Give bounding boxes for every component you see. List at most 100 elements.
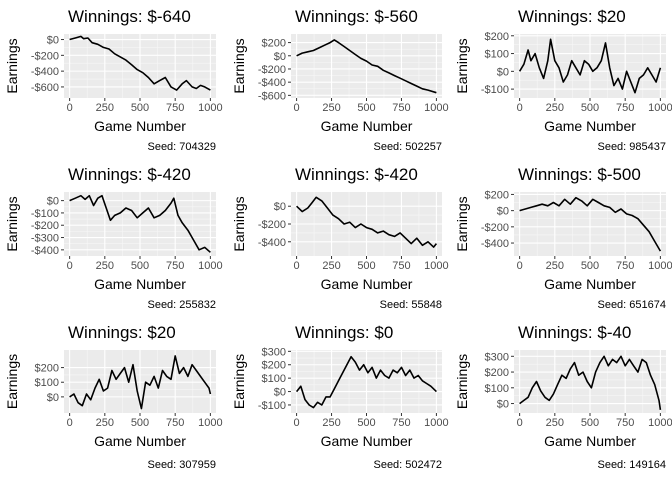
seed-caption: Seed: 149164 (597, 459, 666, 471)
x-tick-label: 250 (96, 102, 114, 114)
x-tick-label: 500 (581, 260, 599, 272)
seed-caption: Seed: 651674 (597, 299, 666, 311)
x-tick-label: 250 (322, 417, 340, 429)
y-tick-label: -$200 (31, 50, 59, 62)
y-tick-label: -$600 (31, 82, 59, 94)
y-axis-title: Earnings (454, 196, 470, 251)
y-tick-label: -$400 (481, 238, 509, 250)
x-tick-label: 250 (96, 417, 114, 429)
x-tick-label: 1000 (424, 102, 448, 114)
chart-panel: 0 250 500 750 1000 $300 $200$100 $0-$100 Winning… (231, 323, 449, 471)
chart-panel: 0 250 500 750 1000 $0 -$200 -$400 Winnings: $-42… (231, 165, 449, 311)
y-tick-label: -$400 (31, 245, 59, 257)
y-tick-label: $300 (262, 346, 286, 358)
y-tick-label: $0 (274, 201, 286, 213)
y-tick-label: -$200 (31, 220, 59, 232)
y-tick-label: -$400 (31, 66, 59, 78)
x-tick-label: 500 (581, 102, 599, 114)
y-axis-title: Earnings (231, 196, 247, 251)
panel-title: Winnings: $20 (68, 323, 176, 342)
x-tick-label: 0 (517, 417, 523, 429)
x-axis-title: Game Number (94, 433, 186, 449)
x-tick-label: 250 (96, 260, 114, 272)
panel-title: Winnings: $-420 (68, 165, 191, 184)
x-tick-label: 1000 (198, 417, 222, 429)
x-tick-label: 750 (166, 102, 184, 114)
x-axis-title: Game Number (321, 276, 413, 292)
x-tick-label: 250 (546, 102, 564, 114)
y-tick-label: $0 (497, 66, 509, 78)
x-tick-label: 0 (294, 260, 300, 272)
x-tick-label: 500 (131, 102, 149, 114)
x-tick-label: 0 (517, 102, 523, 114)
y-tick-label: $200 (35, 363, 59, 375)
x-axis-title: Game Number (544, 118, 636, 134)
x-tick-label: 500 (131, 260, 149, 272)
x-tick-label: 1000 (648, 417, 672, 429)
x-tick-label: 250 (546, 260, 564, 272)
x-axis-title: Game Number (94, 118, 186, 134)
x-tick-label: 500 (357, 260, 375, 272)
x-tick-label: 0 (517, 260, 523, 272)
y-tick-label: $200 (262, 38, 286, 50)
x-tick-label: 500 (357, 102, 375, 114)
seed-caption: Seed: 704329 (147, 141, 216, 153)
chart-panel: 0 250 500 750 1000 $200 $100 $0 Winnings: $20 Gam… (4, 323, 223, 471)
earnings-line (296, 39, 437, 94)
y-tick-label: $100 (35, 377, 59, 389)
panel-title: Winnings: $-560 (295, 7, 418, 26)
x-tick-label: 500 (357, 417, 375, 429)
x-tick-label: 500 (131, 417, 149, 429)
earnings-line (69, 35, 211, 91)
chart-panel: 0 250 500 750 1000 $200$0-$200-$400-$600 Winni… (231, 7, 449, 153)
y-tick-label: -$100 (481, 84, 509, 96)
earnings-line (295, 355, 437, 409)
seed-caption: Seed: 985437 (597, 141, 666, 153)
y-tick-label: -$300 (31, 233, 59, 245)
y-tick-label: $100 (262, 373, 286, 385)
earnings-line (518, 38, 662, 94)
x-tick-label: 1000 (648, 102, 672, 114)
y-axis-title: Earnings (4, 354, 20, 409)
y-tick-label: $0 (47, 392, 59, 404)
earnings-line (69, 355, 212, 410)
x-tick-label: 250 (546, 417, 564, 429)
y-tick-label: -$100 (258, 400, 286, 412)
chart-panel: 0 250 500 750 1000 $0-$100-$200-$300-$400 Winn… (4, 165, 223, 311)
x-tick-label: 750 (166, 417, 184, 429)
seed-caption: Seed: 307959 (147, 459, 216, 471)
y-tick-label: $0 (274, 51, 286, 63)
seed-caption: Seed: 255832 (147, 299, 216, 311)
x-tick-label: 1000 (198, 102, 222, 114)
panel-title: Winnings: $-40 (518, 323, 631, 342)
x-tick-label: 750 (616, 102, 634, 114)
y-tick-label: -$100 (31, 208, 59, 220)
x-axis-title: Game Number (321, 118, 413, 134)
seed-caption: Seed: 502257 (373, 141, 442, 153)
x-tick-label: 0 (67, 102, 73, 114)
x-tick-label: 1000 (424, 260, 448, 272)
y-tick-label: -$400 (258, 237, 286, 249)
y-tick-label: $0 (274, 387, 286, 399)
y-tick-label: $200 (485, 189, 509, 201)
y-tick-label: -$200 (481, 222, 509, 234)
x-tick-label: 750 (616, 260, 634, 272)
y-axis-title: Earnings (454, 354, 470, 409)
x-tick-label: 1000 (424, 417, 448, 429)
y-tick-label: $0 (47, 35, 59, 47)
x-axis-title: Game Number (544, 433, 636, 449)
x-tick-label: 750 (616, 417, 634, 429)
y-axis-title: Earnings (4, 196, 20, 251)
chart-panel: 0 250 500 750 1000 $0 -$200 -$400 -$600 Winnings:… (4, 7, 223, 153)
panel-title: Winnings: $-500 (518, 165, 641, 184)
x-tick-label: 0 (67, 417, 73, 429)
panel-title: Winnings: $0 (295, 323, 393, 342)
panel-title: Winnings: $-640 (68, 7, 191, 26)
x-tick-label: 0 (67, 260, 73, 272)
x-axis-title: Game Number (94, 276, 186, 292)
x-tick-label: 750 (392, 417, 410, 429)
y-tick-label: $100 (485, 49, 509, 61)
y-tick-label: $0 (497, 206, 509, 218)
earnings-line (519, 355, 662, 411)
